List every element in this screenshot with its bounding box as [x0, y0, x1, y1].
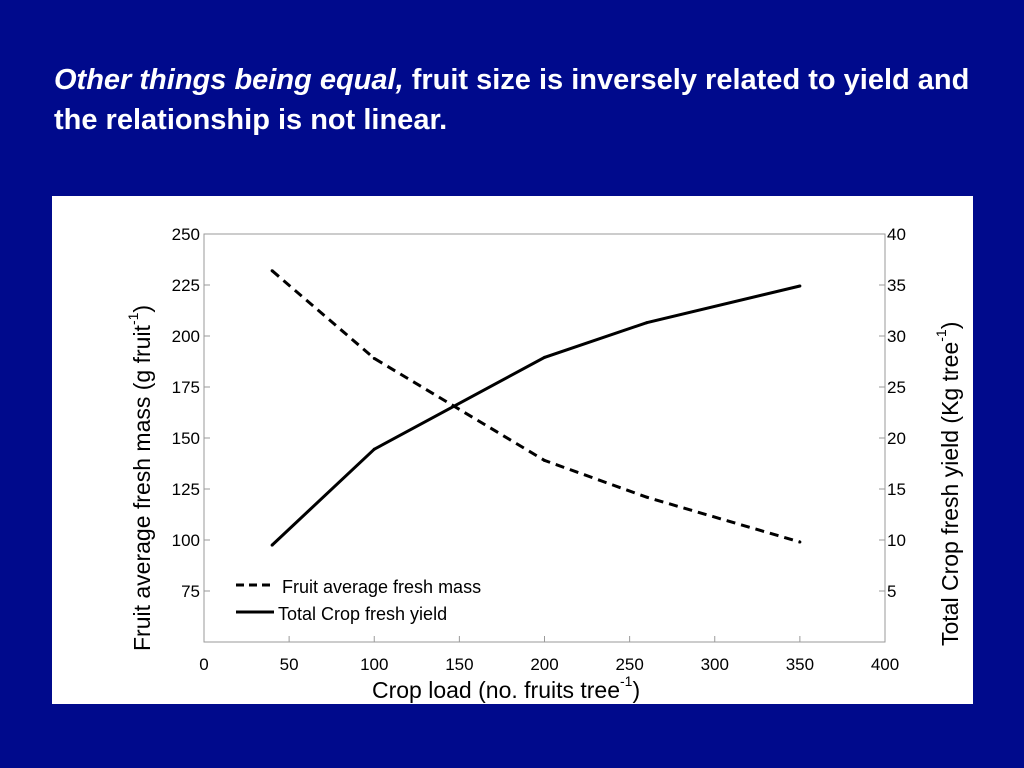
- x-tick-label: 400: [871, 655, 899, 674]
- y-right-axis-ticks: 5 10 15 20 25 30 35 40: [879, 225, 906, 601]
- y-left-axis-label: Fruit average fresh mass (g fruit-1): [125, 305, 155, 651]
- x-tick-label: 0: [199, 655, 208, 674]
- x-axis-label: Crop load (no. fruits tree-1): [372, 673, 640, 703]
- legend-label-mass: Fruit average fresh mass: [282, 577, 481, 597]
- x-axis-ticks: 0 50 100 150 200 250 300 350 400: [199, 636, 899, 674]
- data-point: [798, 540, 802, 544]
- x-tick-label: 350: [786, 655, 814, 674]
- data-point: [798, 284, 802, 288]
- y-left-tick-label: 125: [172, 480, 200, 499]
- data-point: [645, 321, 649, 325]
- slide-title-italic: Other things being equal,: [54, 64, 404, 96]
- x-tick-label: 300: [701, 655, 729, 674]
- y-right-tick-label: 5: [887, 582, 896, 601]
- x-tick-label: 100: [360, 655, 388, 674]
- series-line-total-crop-yield: [271, 284, 801, 547]
- y-left-tick-label: 75: [181, 582, 200, 601]
- y-right-tick-label: 25: [887, 378, 906, 397]
- data-point: [543, 458, 546, 462]
- x-tick-label: 200: [530, 655, 558, 674]
- legend: Fruit average fresh mass Total Crop fres…: [236, 577, 481, 624]
- x-tick-label: 150: [445, 655, 473, 674]
- legend-label-yield: Total Crop fresh yield: [278, 604, 447, 624]
- data-point: [270, 543, 274, 547]
- y-left-tick-label: 175: [172, 378, 200, 397]
- x-tick-label: 250: [615, 655, 643, 674]
- data-point: [270, 269, 274, 273]
- chart-panel: 0 50 100 150 200 250 300 350 400 75 100 125 150 175 2…: [52, 196, 973, 704]
- y-right-tick-label: 15: [887, 480, 906, 499]
- data-point: [543, 355, 546, 359]
- y-left-tick-label: 200: [172, 327, 200, 346]
- y-right-axis-label: Total Crop fresh yield (Kg tree-1): [933, 322, 963, 646]
- y-left-tick-label: 250: [172, 225, 200, 244]
- y-right-tick-label: 30: [887, 327, 906, 346]
- y-right-tick-label: 20: [887, 429, 906, 448]
- slide-title: Other things being equal, fruit size is …: [54, 60, 974, 140]
- line-chart: 0 50 100 150 200 250 300 350 400 75 100 125 150 175 2…: [125, 225, 963, 703]
- data-point: [645, 495, 649, 499]
- y-right-tick-label: 35: [887, 276, 906, 295]
- y-left-tick-label: 225: [172, 276, 200, 295]
- y-right-tick-label: 10: [887, 531, 906, 550]
- y-left-tick-label: 100: [172, 531, 200, 550]
- y-right-tick-label: 40: [887, 225, 906, 244]
- data-point: [372, 356, 376, 360]
- series-lines: [270, 269, 802, 547]
- y-left-tick-label: 150: [172, 429, 200, 448]
- data-point: [372, 447, 376, 451]
- x-tick-label: 50: [280, 655, 299, 674]
- series-line-fruit-mass: [271, 269, 801, 544]
- y-left-axis-ticks: 75 100 125 150 175 200 225 250: [172, 225, 210, 601]
- slide-title-rest: fruit size is inversely related to yield…: [54, 64, 970, 136]
